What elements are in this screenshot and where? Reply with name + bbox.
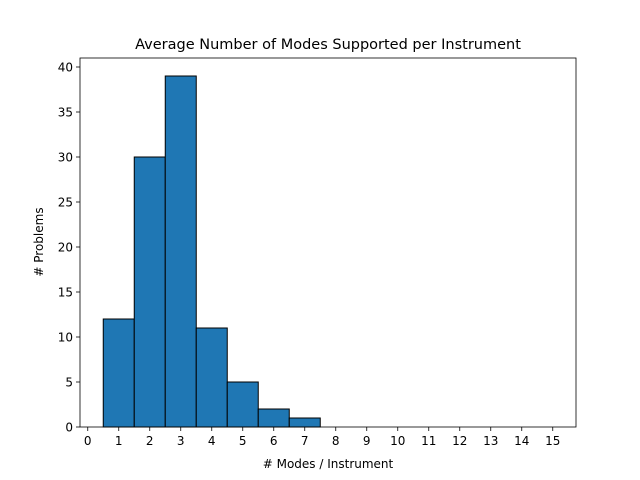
x-tick-label: 11 [421,434,436,448]
bar-1 [102,318,135,428]
x-tick-label: 2 [146,434,154,448]
y-tick-label: 0 [65,421,73,435]
x-tick-label: 9 [363,434,371,448]
y-tick-label: 15 [58,286,73,300]
y-tick-label: 40 [58,61,73,75]
y-tick-label: 25 [58,196,73,210]
y-tick-label: 30 [58,151,73,165]
y-axis-ticks: 0 5 10 15 20 25 30 35 40 [58,61,80,435]
bar-7 [288,417,321,428]
x-tick-label: 10 [390,434,405,448]
chart-title: Average Number of Modes Supported per In… [135,37,521,53]
x-tick-label: 15 [545,434,560,448]
axes-frame [79,57,577,428]
bar-4 [195,327,228,428]
bar-3 [164,75,197,428]
x-axis-ticks: 0 1 2 3 4 5 6 7 8 9 10 11 12 13 14 15 [84,427,560,448]
bar-6 [257,408,290,428]
bar-5 [226,381,259,428]
x-tick-label: 5 [239,434,247,448]
x-tick-label: 13 [483,434,498,448]
x-tick-label: 4 [208,434,216,448]
x-axis-label: # Modes / Instrument [263,457,394,471]
y-tick-label: 20 [58,241,73,255]
x-tick-label: 0 [84,434,92,448]
x-tick-label: 1 [115,434,123,448]
y-tick-label: 5 [65,376,73,390]
x-tick-label: 3 [177,434,185,448]
bar-2 [133,156,166,428]
x-tick-label: 7 [301,434,309,448]
x-tick-label: 12 [452,434,467,448]
x-tick-label: 14 [514,434,529,448]
y-tick-label: 10 [58,331,73,345]
x-tick-label: 6 [270,434,278,448]
x-tick-label: 8 [332,434,340,448]
y-axis-label: # Problems [32,207,46,276]
bars [102,75,321,428]
y-tick-label: 35 [58,106,73,120]
